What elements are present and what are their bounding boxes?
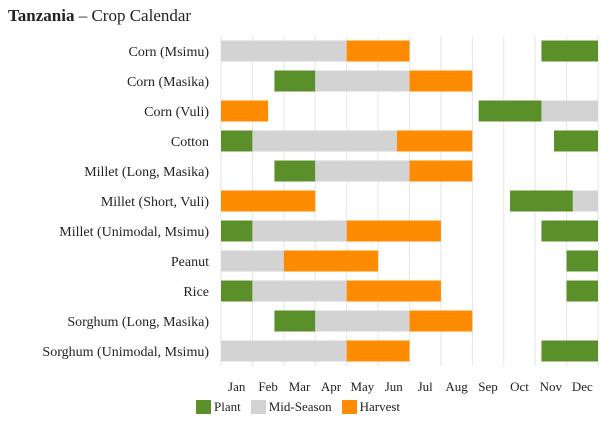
bar-plant: [274, 70, 316, 92]
month-tick-label: Jan: [228, 379, 246, 394]
bar-harvest: [396, 130, 473, 152]
row-label: Millet (Long, Masika): [84, 165, 209, 180]
legend-swatch-plant: [196, 400, 211, 414]
bar-mid: [252, 220, 347, 242]
legend-item-harvest[interactable]: Harvest: [341, 399, 401, 415]
row-label: Peanut: [171, 255, 209, 270]
legend-label-mid-season: Mid-Season: [268, 399, 332, 414]
bar-harvest: [221, 190, 316, 212]
bar-plant: [221, 130, 253, 152]
legend-swatch-mid-season: [250, 400, 266, 414]
bar-mid: [221, 340, 347, 362]
bar-mid: [541, 100, 598, 122]
bar-harvest: [409, 70, 473, 92]
bar-plant: [274, 310, 316, 332]
row-label: Millet (Short, Vuli): [101, 195, 210, 210]
title-subtitle: Crop Calendar: [91, 6, 192, 25]
bar-harvest: [283, 250, 379, 272]
month-tick-label: Apr: [321, 379, 342, 394]
month-tick-label: Jul: [418, 379, 434, 394]
legend-item-mid-season[interactable]: Mid-Season: [250, 399, 332, 415]
bar-plant: [541, 40, 598, 62]
bar-mid: [315, 160, 410, 182]
bar-plant: [221, 220, 253, 242]
bar-mid: [572, 190, 598, 212]
bar-mid: [252, 280, 347, 302]
bar-plant: [541, 340, 598, 362]
row-label: Corn (Masika): [127, 75, 209, 90]
row-label: Rice: [183, 285, 209, 300]
bar-harvest: [221, 100, 269, 122]
legend-item-plant[interactable]: Plant: [196, 399, 241, 415]
month-tick-label: Sep: [478, 379, 498, 394]
legend-swatch-harvest: [341, 400, 357, 414]
title-dash: –: [78, 6, 88, 25]
month-tick-label: Feb: [258, 379, 278, 394]
row-label: Corn (Msimu): [129, 45, 210, 60]
bar-mid: [315, 310, 410, 332]
month-tick-label: Dec: [572, 379, 593, 394]
bar-mid: [252, 130, 397, 152]
bar-plant: [554, 130, 598, 152]
bar-mid: [221, 250, 284, 272]
row-label: Cotton: [171, 135, 209, 150]
bar-plant: [541, 220, 598, 242]
bar-plant: [221, 280, 253, 302]
month-tick-label: Mar: [289, 379, 311, 394]
month-tick-label: Aug: [445, 379, 468, 394]
legend-label-harvest: Harvest: [359, 399, 401, 414]
bar-harvest: [409, 310, 473, 332]
month-tick-label: Jun: [385, 379, 404, 394]
row-label: Sorghum (Unimodal, Msimu): [42, 345, 209, 360]
bar-mid: [221, 40, 347, 62]
chart-title: Tanzania – Crop Calendar: [8, 6, 191, 26]
legend-label-plant: Plant: [214, 399, 241, 414]
row-label: Millet (Unimodal, Msimu): [59, 225, 209, 240]
row-label: Corn (Vuli): [144, 105, 209, 120]
legend: Plant Mid-Season Harvest: [196, 399, 410, 415]
bar-harvest: [346, 40, 410, 62]
month-tick-label: Oct: [510, 379, 529, 394]
bar-harvest: [346, 220, 441, 242]
bar-harvest: [346, 280, 441, 302]
title-country: Tanzania: [8, 6, 75, 25]
bar-plant: [566, 250, 598, 272]
bar-plant: [478, 100, 542, 122]
month-tick-label: May: [350, 379, 374, 394]
month-tick-label: Nov: [540, 379, 563, 394]
bar-plant: [566, 280, 598, 302]
bar-harvest: [409, 160, 473, 182]
bar-plant: [510, 190, 573, 212]
bar-harvest: [346, 340, 410, 362]
bar-mid: [315, 70, 410, 92]
row-label: Sorghum (Long, Masika): [67, 315, 209, 330]
bar-plant: [274, 160, 316, 182]
